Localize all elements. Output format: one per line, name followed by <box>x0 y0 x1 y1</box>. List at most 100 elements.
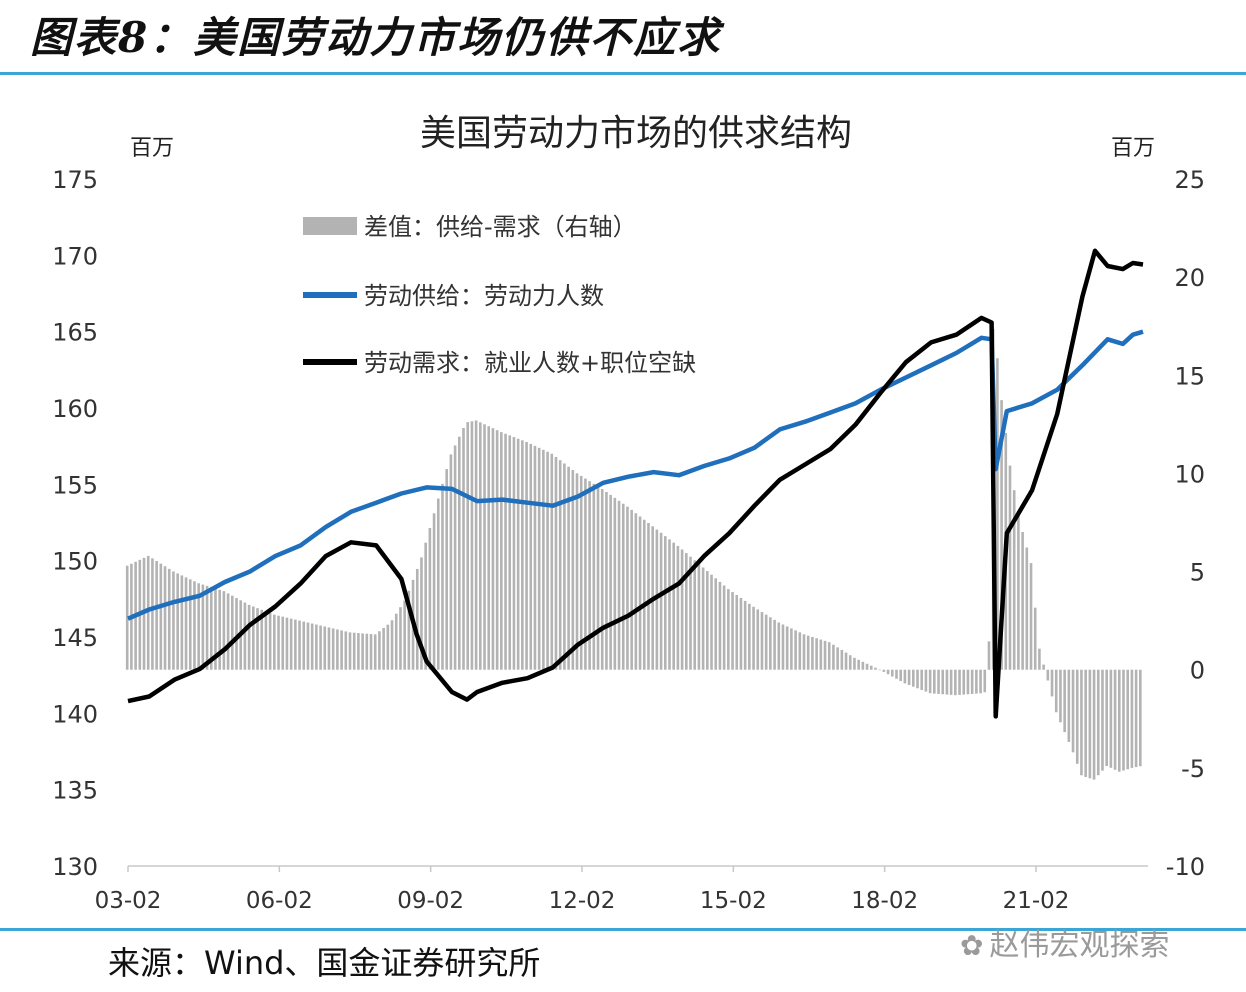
x-tick-label: 12-02 <box>549 888 616 914</box>
gap-bar <box>1000 400 1003 670</box>
gap-bar <box>621 503 625 670</box>
gap-bar <box>592 483 596 670</box>
gap-bar <box>941 669 945 695</box>
gap-bar <box>823 640 827 670</box>
legend-demand-label: 劳动需求：就业人数+职位空缺 <box>364 349 696 377</box>
watermark-text: 赵伟宏观探索 <box>989 928 1170 963</box>
x-tick-label: 09-02 <box>397 888 464 914</box>
gap-bar <box>954 669 957 696</box>
gap-bar <box>1080 669 1083 776</box>
gap-bar <box>928 669 932 694</box>
gap-bar <box>1088 669 1092 779</box>
y-right-tick-label: 5 <box>1190 559 1205 587</box>
x-tick-label: 06-02 <box>246 888 313 914</box>
gap-bar <box>474 420 478 670</box>
gap-bar <box>743 600 747 670</box>
gap-bar <box>1021 532 1024 670</box>
gap-bar <box>1042 664 1045 670</box>
gap-bar <box>310 623 314 670</box>
gap-bar <box>605 491 608 670</box>
gap-bar <box>264 611 268 670</box>
gap-bar <box>268 613 272 670</box>
y-left-tick-label: 135 <box>52 777 98 805</box>
gap-bar <box>390 620 394 670</box>
gap-bar <box>668 539 671 670</box>
gap-bar <box>701 567 705 670</box>
gap-bar <box>361 633 364 670</box>
bottom-divider <box>0 928 1246 931</box>
gap-bar <box>445 469 448 670</box>
gap-bar <box>495 430 499 670</box>
gap-bar <box>1101 669 1104 771</box>
gap-bar <box>1134 669 1138 768</box>
gap-bar <box>920 669 924 690</box>
gap-bar <box>550 453 554 670</box>
gap-bar <box>235 597 238 670</box>
gap-bar <box>638 516 642 670</box>
gap-bar <box>1038 648 1041 670</box>
gap-bar <box>386 624 390 670</box>
gap-bar <box>676 545 680 670</box>
y-right-tick-label: -5 <box>1181 755 1205 783</box>
gap-bar <box>180 575 184 670</box>
gap-bar <box>230 595 234 670</box>
left-axis-unit: 百万 <box>130 136 174 161</box>
gap-bar <box>916 669 919 689</box>
gap-bar <box>1046 669 1050 681</box>
gap-bar <box>634 513 638 670</box>
gap-bar <box>415 568 419 670</box>
gap-bar <box>197 583 200 670</box>
gap-bar <box>827 642 831 670</box>
y-left-tick-label: 150 <box>52 548 98 576</box>
gap-bar <box>727 589 730 670</box>
gap-bar <box>369 634 373 670</box>
gap-bar <box>874 667 877 670</box>
gap-bar <box>584 478 587 670</box>
gap-bar <box>579 475 583 670</box>
gap-bar <box>815 638 818 670</box>
gap-bar <box>697 563 701 670</box>
gap-bar <box>420 557 423 670</box>
y-left-tick-label: 170 <box>52 242 98 270</box>
gap-bar <box>781 624 785 670</box>
gap-bar <box>243 602 247 670</box>
gap-bar <box>167 568 171 670</box>
gap-bar <box>323 626 327 670</box>
gap-bar <box>525 441 528 670</box>
gap-bar <box>357 633 360 670</box>
gap-bar <box>718 581 722 670</box>
gap-bar <box>512 437 516 670</box>
gap-bar <box>659 532 663 670</box>
gap-bar <box>1059 669 1062 723</box>
y-left-tick-label: 145 <box>52 624 98 652</box>
gap-bar <box>861 661 865 670</box>
chart-title: 美国劳动力市场的供求结构 <box>420 113 852 154</box>
gap-bar <box>546 451 549 670</box>
gap-bar <box>537 447 541 670</box>
gap-bar <box>735 595 739 670</box>
gap-bar <box>516 438 520 670</box>
gap-bar <box>319 625 322 670</box>
gap-bar <box>521 440 524 670</box>
gap-bar <box>470 421 474 670</box>
gap-bar <box>1029 563 1033 670</box>
gap-bar <box>1063 669 1066 733</box>
gap-bar <box>710 574 713 670</box>
gap-bar <box>209 587 213 670</box>
gap-bar <box>996 358 999 670</box>
gap-bar <box>1139 669 1142 767</box>
gap-bar <box>663 536 667 670</box>
gap-bar <box>273 614 276 670</box>
top-divider <box>0 72 1246 75</box>
gap-bar <box>567 466 570 670</box>
gap-bar <box>1025 547 1029 670</box>
gap-bar <box>642 519 646 670</box>
gap-bar <box>529 443 533 670</box>
gap-bar <box>1096 669 1100 776</box>
gap-bar <box>479 422 482 670</box>
gap-bar <box>222 591 226 670</box>
y-right-tick-label: 20 <box>1174 264 1205 292</box>
gap-bar <box>462 427 465 670</box>
gap-bar <box>1017 512 1020 670</box>
